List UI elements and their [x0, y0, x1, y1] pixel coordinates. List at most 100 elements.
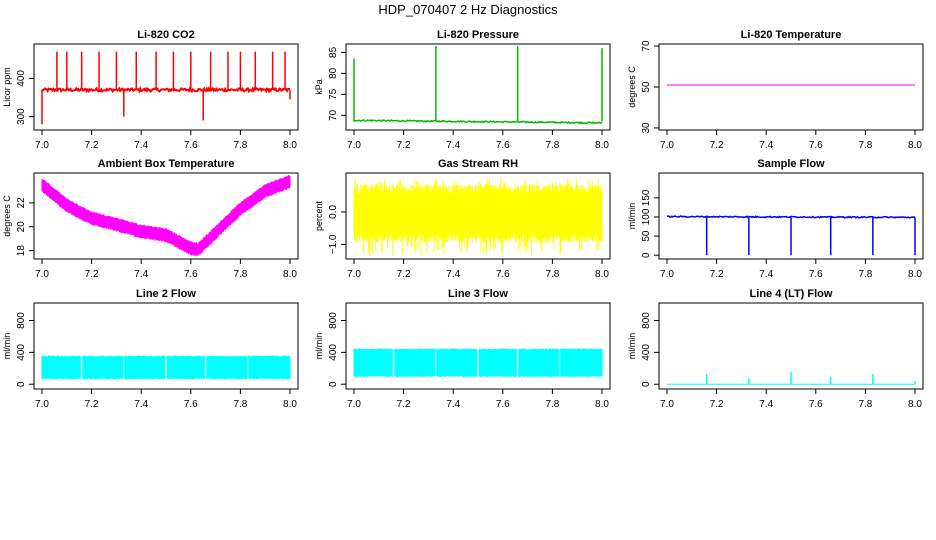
x-tick-label: 7.4: [759, 399, 773, 410]
series: [666, 215, 916, 256]
plot-box: [33, 43, 299, 131]
plot-box: [345, 43, 611, 131]
x-tick-label: 7.6: [809, 269, 823, 280]
y-axis-label: ml/min: [627, 333, 637, 360]
y-tick-label: 0: [328, 381, 339, 387]
x-tick-label: 8.0: [283, 269, 297, 280]
x-tick-label: 7.8: [233, 269, 247, 280]
y-tick-label: 400: [16, 344, 27, 361]
x-tick-label: 8.0: [908, 399, 922, 410]
series-line: [41, 85, 291, 94]
x-tick-label: 7.4: [446, 140, 460, 151]
panel-title: Line 3 Flow: [448, 288, 508, 300]
y-tick-label: 300: [16, 108, 27, 125]
x-tick-label: 7.0: [660, 140, 674, 151]
x-tick-label: 7.0: [35, 399, 49, 410]
series: [667, 372, 916, 385]
figure-title: HDP_070407 2 Hz Diagnostics: [378, 2, 558, 17]
x-tick-label: 7.0: [660, 269, 674, 280]
x-tick-label: 7.6: [184, 399, 198, 410]
x-tick-label: 7.0: [35, 140, 49, 151]
x-tick-label: 7.2: [710, 269, 724, 280]
y-tick-label: 18: [16, 245, 27, 257]
y-axis-label: Licor ppm: [2, 67, 12, 107]
x-tick-label: 8.0: [283, 399, 297, 410]
y-tick-label: 800: [328, 312, 339, 329]
plot-box: [345, 302, 611, 390]
x-tick-label: 8.0: [908, 269, 922, 280]
panel-title: Li-820 Pressure: [437, 29, 519, 41]
y-tick-label: −1.0: [328, 234, 339, 254]
x-tick-label: 8.0: [283, 140, 297, 151]
series: [353, 348, 603, 378]
x-tick-label: 7.2: [85, 269, 99, 280]
x-tick-label: 7.4: [759, 140, 773, 151]
y-axis-label: degrees C: [627, 66, 637, 108]
plot-box: [658, 43, 924, 131]
x-tick-label: 7.0: [347, 399, 361, 410]
y-tick-label: 100: [641, 208, 652, 225]
y-tick-label: 400: [16, 70, 27, 87]
y-tick-label: 800: [16, 312, 27, 329]
panel-0: Li-820 CO2 Licor ppm 7.0 7.2 7.4 7.6 7.8 8.0 300…: [2, 29, 299, 151]
y-axis-label: degrees C: [2, 195, 12, 237]
plot-box: [33, 302, 299, 390]
series: [41, 175, 291, 257]
panel-title: Line 4 (LT) Flow: [750, 288, 833, 300]
x-tick-label: 7.2: [397, 269, 411, 280]
x-tick-label: 7.6: [184, 269, 198, 280]
x-tick-label: 7.8: [545, 140, 559, 151]
x-tick-label: 7.6: [809, 140, 823, 151]
x-tick-label: 7.8: [233, 399, 247, 410]
x-tick-label: 7.8: [858, 399, 872, 410]
x-tick-label: 7.4: [446, 399, 460, 410]
series-line: [353, 119, 603, 125]
x-tick-label: 7.4: [134, 269, 148, 280]
x-tick-label: 8.0: [595, 399, 609, 410]
panel-8: Line 4 (LT) Flow ml/min 7.0 7.2 7.4 7.6 7.8 8.0…: [627, 288, 924, 410]
series: [353, 177, 603, 256]
y-tick-label: 0: [641, 252, 652, 258]
panel-title: Gas Stream RH: [438, 158, 518, 170]
x-tick-label: 7.2: [397, 140, 411, 151]
x-tick-label: 7.0: [660, 399, 674, 410]
y-axis-label: percent: [314, 200, 324, 231]
y-tick-label: 80: [328, 67, 339, 79]
x-tick-label: 7.8: [545, 399, 559, 410]
y-tick-label: 0: [16, 381, 27, 387]
y-tick-label: 70: [328, 109, 339, 121]
y-tick-label: 85: [328, 46, 339, 58]
y-tick-label: 400: [328, 344, 339, 361]
y-tick-label: 70: [641, 40, 652, 52]
panel-title: Li-820 Temperature: [741, 29, 842, 41]
x-tick-label: 7.4: [134, 399, 148, 410]
y-tick-label: 75: [328, 88, 339, 100]
panel-2: Li-820 Temperature degrees C 7.0 7.2 7.4 7.6 7…: [627, 29, 924, 151]
x-tick-label: 7.8: [858, 140, 872, 151]
plot-box: [658, 302, 924, 390]
x-tick-label: 7.8: [233, 140, 247, 151]
panel-title: Li-820 CO2: [137, 29, 194, 41]
x-tick-label: 7.2: [85, 399, 99, 410]
y-tick-label: 22: [16, 197, 27, 209]
panels-grid: Li-820 CO2 Licor ppm 7.0 7.2 7.4 7.6 7.8 8.0 300…: [2, 29, 924, 410]
x-tick-label: 7.4: [759, 269, 773, 280]
y-tick-label: 50: [641, 81, 652, 93]
y-tick-label: 150: [641, 189, 652, 206]
x-tick-label: 7.0: [35, 269, 49, 280]
x-tick-label: 8.0: [595, 140, 609, 151]
x-tick-label: 7.4: [446, 269, 460, 280]
x-tick-label: 7.6: [809, 399, 823, 410]
x-tick-label: 7.8: [858, 269, 872, 280]
x-tick-label: 7.6: [496, 269, 510, 280]
panel-3: Ambient Box Temperature degrees C 7.0 7.2 7.…: [2, 158, 299, 280]
series-line: [666, 215, 916, 219]
panel-4: Gas Stream RH percent 7.0 7.2 7.4 7.6 7.8 8.0 −1…: [314, 158, 611, 280]
y-axis-label: ml/min: [627, 203, 637, 230]
y-axis-label: ml/min: [314, 333, 324, 360]
y-axis-label: kPa: [314, 79, 324, 95]
x-tick-label: 7.6: [496, 399, 510, 410]
y-tick-label: 50: [641, 230, 652, 242]
y-tick-label: 0: [641, 381, 652, 387]
